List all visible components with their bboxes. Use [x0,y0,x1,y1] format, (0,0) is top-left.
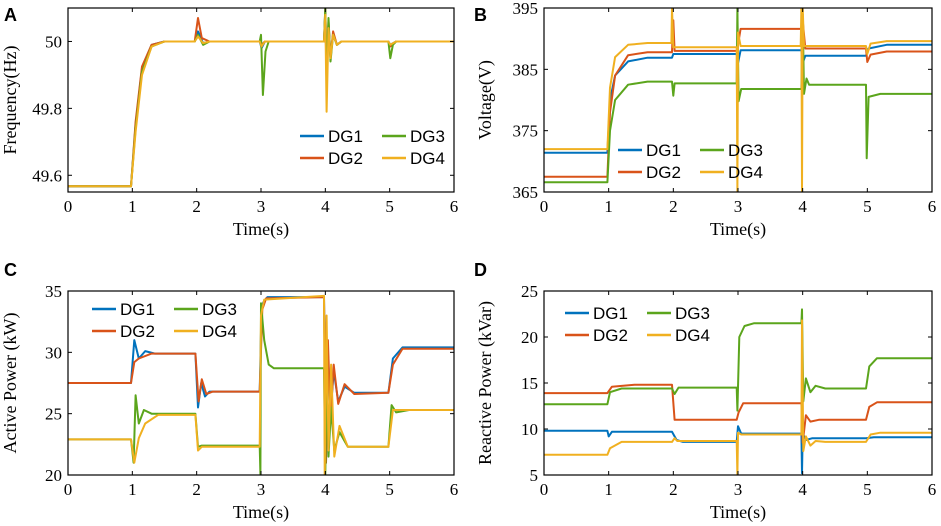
panel-b-ytick-label: 365 [513,183,539,202]
panel-b-xtick-label: 3 [734,197,743,216]
panel-a-xtick-label: 4 [321,197,330,216]
panel-b-xtick-label: 5 [863,197,872,216]
panel-a-line-dg3 [68,8,454,188]
panel-d-line-dg1 [544,425,932,475]
panel-d-xtick-label: 1 [604,480,613,499]
panel-a-xlabel: Time(s) [233,219,289,240]
panel-c-xtick-label: 0 [64,480,73,499]
panel-c-ytick-label: 30 [45,343,62,362]
panel-c-line-dg2 [68,296,454,464]
panel-a-xtick-label: 0 [64,197,73,216]
panel-a-line-dg4 [68,13,454,188]
panel-b-xtick-label: 2 [669,197,678,216]
panel-a-legend-label-dg4: DG4 [410,149,445,168]
panel-b-legend-label-dg2: DG2 [646,163,681,182]
panel-d-xtick-label: 5 [863,480,872,499]
panel-a-ytick-label: 49.8 [32,99,62,118]
panel-b-legend-label-dg4: DG4 [728,163,763,182]
panel-d-ytick-label: 15 [521,374,538,393]
panel-d-ytick-label: 25 [521,282,538,301]
panel-c-legend-label-dg3: DG3 [202,300,237,319]
panel-b-ytick-label: 395 [513,0,539,18]
panel-d-line-dg2 [544,383,932,444]
panel-c-xtick-label: 5 [385,480,394,499]
panel-c-xtick-label: 1 [128,480,137,499]
panel-d-xtick-label: 3 [734,480,743,499]
panel-b-ylabel: Voltage(V) [475,60,496,140]
panel-d-xtick-label: 4 [798,480,807,499]
panel-a-ytick-label: 50 [45,32,62,51]
panel-d-legend-label-dg2: DG2 [593,326,628,345]
panel-a-legend-label-dg2: DG2 [328,149,363,168]
panel-c-legend-label-dg4: DG4 [202,322,237,341]
panel-d-line-dg3 [544,308,932,412]
panel-d-xtick-label: 2 [669,480,678,499]
panel-c-legend: DG1 DG2 DG3 DG4 [92,300,237,341]
panel-d-legend-label-dg3: DG3 [675,304,710,323]
panel-b-ytick-label: 385 [513,60,539,79]
panel-a: 0 1 2 3 4 5 6 49.6 49.8 50 Time(s) Frequency(Hz) A DG… [0,5,458,240]
panel-b-legend: DG1 DG2 DG3 DG4 [618,141,763,182]
panel-a-xtick-label: 2 [192,197,201,216]
panel-b-ytick-label: 375 [513,122,539,141]
panel-d-legend-label-dg4: DG4 [675,326,710,345]
panel-c-xlabel: Time(s) [233,502,289,523]
panel-d-legend: DG1 DG2 DG3 DG4 [565,304,710,345]
panel-d-xlabel: Time(s) [710,502,766,523]
panel-d-xtick-label: 0 [540,480,549,499]
panel-d-line-dg4 [544,319,932,475]
panel-c-legend-label-dg2: DG2 [120,322,155,341]
panel-b-legend-label-dg3: DG3 [728,141,763,160]
panel-b-xtick-label: 6 [928,197,937,216]
panel-b-line-dg4 [544,8,932,192]
panel-c-xtick-label: 3 [257,480,266,499]
panel-d-xtick-label: 6 [928,480,937,499]
panel-c: 0 1 2 3 4 5 6 20 25 30 35 Time(s) Active Power (kW) C… [0,260,458,523]
panel-d-letter: D [474,260,487,280]
panel-d-ytick-label: 10 [521,420,538,439]
panel-d-legend-label-dg1: DG1 [593,304,628,323]
panel-b-xlabel: Time(s) [710,219,766,240]
panel-b-xtick-label: 4 [798,197,807,216]
panel-b-xtick-label: 1 [604,197,613,216]
panel-c-letter: C [4,260,17,280]
panel-c-line-dg4 [68,294,454,475]
panel-b-series [544,8,932,192]
panel-a-legend-label-dg3: DG3 [410,127,445,146]
panel-b-letter: B [474,5,487,25]
panel-c-xtick-label: 6 [450,480,459,499]
panel-a-legend-label-dg1: DG1 [328,127,363,146]
panel-d-ytick-label: 5 [530,466,539,485]
panel-c-series [68,294,454,475]
panel-b: 0 1 2 3 4 5 6 365 375 385 395 Time(s) Voltage(V) B DG1… [474,0,936,240]
panel-c-xtick-label: 2 [192,480,201,499]
panel-d-series [544,308,932,475]
panel-c-xtick-label: 4 [321,480,330,499]
panel-a-xtick-label: 3 [257,197,266,216]
panel-c-ylabel: Active Power (kW) [0,313,21,454]
panel-a-series [68,8,454,188]
panel-a-xtick-label: 1 [128,197,137,216]
panel-a-ytick-label: 49.6 [32,166,62,185]
panel-a-legend: DG1 DG2 DG3 DG4 [300,127,445,168]
panel-d-ylabel: Reactive Power (kVar) [475,301,496,465]
panel-a-ylabel: Frequency(Hz) [0,46,21,155]
panel-b-legend-label-dg1: DG1 [646,141,681,160]
panel-c-ytick-label: 35 [45,282,62,301]
panel-c-legend-label-dg1: DG1 [120,300,155,319]
panel-d-ytick-label: 20 [521,328,538,347]
panel-a-xtick-label: 6 [450,197,459,216]
panel-c-ytick-label: 25 [45,405,62,424]
panel-d: 0 1 2 3 4 5 6 5 10 15 20 25 Time(s) Reactive Power (k… [474,260,936,523]
panel-b-xtick-label: 0 [540,197,549,216]
panel-a-xtick-label: 5 [385,197,394,216]
panel-a-letter: A [4,5,17,25]
panel-c-ytick-label: 20 [45,466,62,485]
